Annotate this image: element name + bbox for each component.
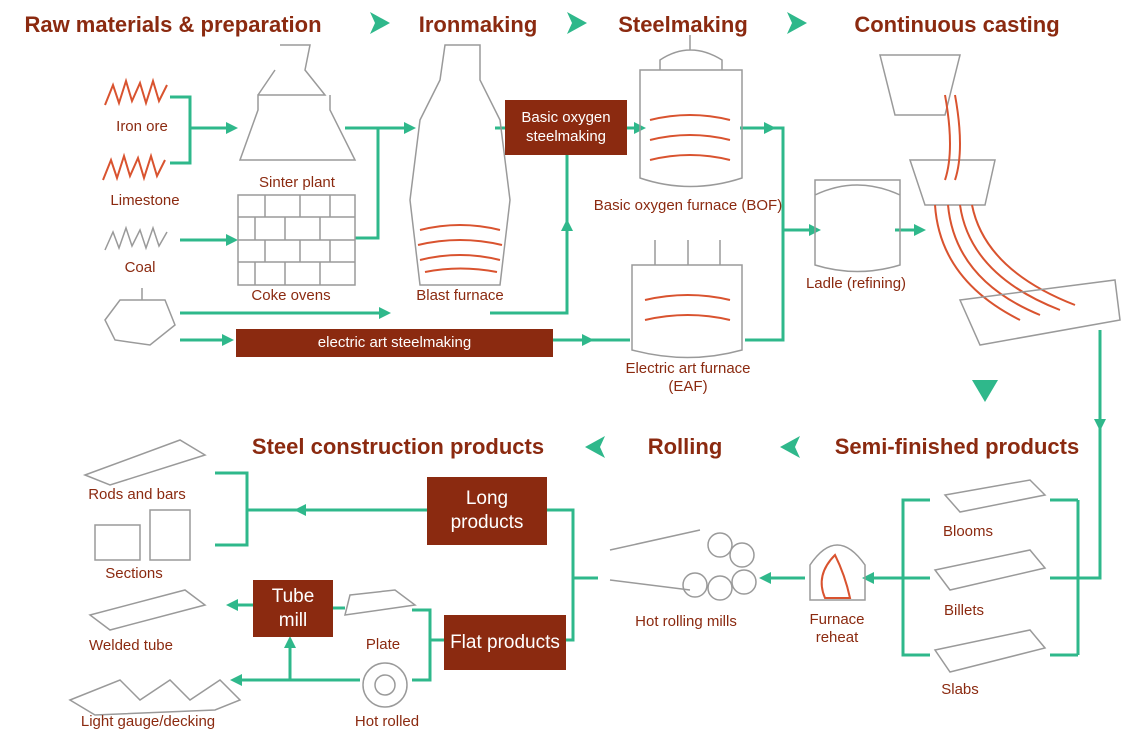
stage-title: Rolling (647, 433, 723, 459)
stage-title: Ironmaking (418, 11, 538, 37)
node-label: Furnace reheat (809, 611, 865, 646)
node-label: Electric art furnace (EAF) (625, 360, 751, 395)
stage-title: Semi-finished products (834, 433, 1080, 459)
node-label: Slabs (941, 681, 979, 698)
node-label: Sinter plant (259, 174, 335, 191)
node-label: Coal (124, 259, 156, 276)
node-label: Ladle (refining) (805, 275, 907, 292)
node-label: Hot rolling mills (635, 613, 737, 630)
node-label: Limestone (110, 192, 180, 209)
node-label: Plate (365, 636, 401, 653)
node-label: Hot rolled (354, 713, 420, 730)
stage-arrows (370, 12, 998, 458)
node-label: Welded tube (89, 637, 173, 654)
node-label: Light gauge/decking (80, 713, 216, 730)
stage-title: Raw materials & preparation (24, 11, 322, 37)
node-label: Sections (105, 565, 163, 582)
process-box: Long products (427, 477, 547, 545)
node-label: Blast furnace (416, 287, 504, 304)
node-label: Basic oxygen furnace (BOF) (593, 197, 783, 214)
stage-title: Steel construction products (251, 433, 545, 459)
node-label: Billets (943, 602, 985, 619)
stage-title: Steelmaking (618, 11, 748, 37)
sketches (68, 35, 1121, 716)
node-label: Coke ovens (251, 287, 331, 304)
node-label: Rods and bars (88, 486, 186, 503)
stage-title: Continuous casting (854, 11, 1060, 37)
process-box: Tube mill (253, 580, 333, 637)
process-box: electric art steelmaking (236, 329, 553, 357)
node-label: Blooms (942, 523, 994, 540)
process-box: Basic oxygen steelmaking (505, 100, 627, 155)
process-box: Flat products (444, 615, 566, 670)
node-label: Iron ore (116, 118, 168, 135)
